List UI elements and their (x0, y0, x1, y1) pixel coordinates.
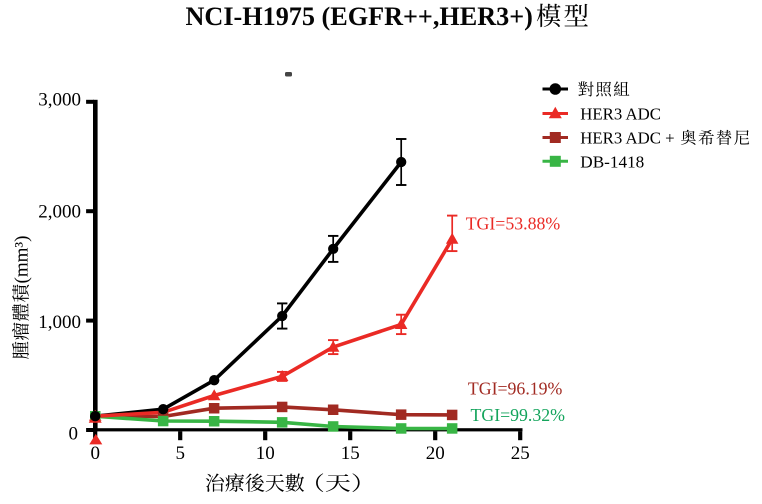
svg-text:TGI=53.88%: TGI=53.88% (466, 214, 561, 234)
svg-text:0: 0 (90, 443, 100, 464)
svg-text:1,000: 1,000 (38, 312, 81, 333)
svg-text:2,000: 2,000 (38, 202, 81, 223)
svg-text:DB-1418: DB-1418 (580, 153, 644, 172)
svg-text:25: 25 (511, 443, 530, 464)
svg-text:TGI=99.32%: TGI=99.32% (471, 405, 566, 425)
svg-text:0: 0 (69, 423, 79, 444)
svg-text:NCI-H1975 (EGFR++,HER3+): NCI-H1975 (EGFR++,HER3+) (186, 2, 533, 31)
svg-text:20: 20 (426, 443, 445, 464)
svg-text:HER3 ADC +: HER3 ADC + (580, 129, 674, 148)
svg-text:HER3 ADC: HER3 ADC (580, 105, 661, 124)
svg-text:TGI=96.19%: TGI=96.19% (468, 378, 563, 398)
svg-text:(mm³): (mm³) (12, 236, 33, 284)
svg-text:10: 10 (256, 443, 275, 464)
svg-text:15: 15 (341, 443, 360, 464)
svg-text:5: 5 (175, 443, 185, 464)
svg-text:3,000: 3,000 (38, 90, 81, 111)
